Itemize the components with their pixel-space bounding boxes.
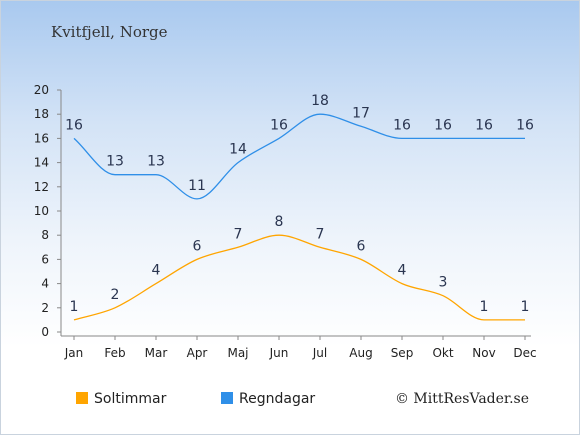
legend-item-soltimmar: Soltimmar — [76, 391, 166, 407]
x-tick-label: Jun — [269, 346, 289, 360]
x-tick-label: Dec — [513, 346, 536, 360]
series-line-regndagar — [73, 113, 525, 200]
data-label-regndagar: 14 — [229, 142, 247, 158]
y-tick-label: 18 — [34, 107, 49, 121]
x-tick-label: Mar — [145, 346, 168, 360]
data-label-regndagar: 16 — [434, 117, 452, 133]
x-tick-label: Nov — [472, 346, 495, 360]
data-label-soltimmar: 4 — [152, 263, 161, 279]
legend-swatch-soltimmar — [76, 392, 88, 404]
data-label-soltimmar: 7 — [234, 226, 243, 242]
x-tick-label: Jan — [64, 346, 84, 360]
y-tick-label: 16 — [34, 131, 49, 145]
y-tick-label: 2 — [41, 301, 49, 315]
data-label-soltimmar: 8 — [275, 214, 284, 230]
data-label-regndagar: 17 — [352, 105, 370, 121]
legend-item-regndagar: Regndagar — [221, 391, 315, 407]
data-label-soltimmar: 2 — [111, 287, 120, 303]
x-tick-label: Apr — [187, 346, 208, 360]
data-label-regndagar: 16 — [270, 117, 288, 133]
data-label-regndagar: 16 — [516, 117, 534, 133]
data-label-soltimmar: 4 — [398, 263, 407, 279]
data-label-regndagar: 11 — [188, 178, 206, 194]
x-tick-label: Maj — [227, 346, 248, 360]
x-tick-label: Jul — [312, 346, 327, 360]
data-label-soltimmar: 3 — [439, 275, 448, 291]
y-tick-label: 20 — [34, 83, 49, 97]
data-label-soltimmar: 6 — [357, 238, 366, 254]
x-tick-label: Feb — [104, 346, 125, 360]
data-label-regndagar: 16 — [475, 117, 493, 133]
x-tick-label: Aug — [349, 346, 372, 360]
chart-title: Kvitfjell, Norge — [51, 23, 168, 41]
x-tick-label: Okt — [432, 346, 453, 360]
x-tick-label: Sep — [391, 346, 414, 360]
data-label-soltimmar: 1 — [70, 299, 79, 315]
y-tick-label: 6 — [41, 252, 49, 266]
data-label-soltimmar: 1 — [480, 299, 489, 315]
y-tick-label: 14 — [34, 156, 49, 170]
data-label-regndagar: 13 — [147, 154, 165, 170]
legend-swatch-regndagar — [221, 392, 233, 404]
data-label-soltimmar: 1 — [521, 299, 530, 315]
series-lines — [73, 113, 525, 321]
series-line-soltimmar — [73, 234, 525, 321]
y-tick-label: 4 — [41, 277, 49, 291]
legend-label-regndagar: Regndagar — [239, 391, 316, 407]
data-label-soltimmar: 7 — [316, 226, 325, 242]
data-label-regndagar: 16 — [65, 117, 83, 133]
data-label-regndagar: 16 — [393, 117, 411, 133]
data-label-soltimmar: 6 — [193, 238, 202, 254]
legend-label-soltimmar: Soltimmar — [94, 391, 167, 407]
credit-text: © MittResVader.se — [394, 391, 529, 407]
axes — [57, 89, 531, 340]
y-tick-label: 0 — [41, 325, 49, 339]
y-tick-label: 12 — [34, 180, 49, 194]
y-tick-label: 10 — [34, 204, 49, 218]
y-tick-label: 8 — [41, 228, 49, 242]
data-label-regndagar: 13 — [106, 154, 124, 170]
data-label-regndagar: 18 — [311, 93, 329, 109]
